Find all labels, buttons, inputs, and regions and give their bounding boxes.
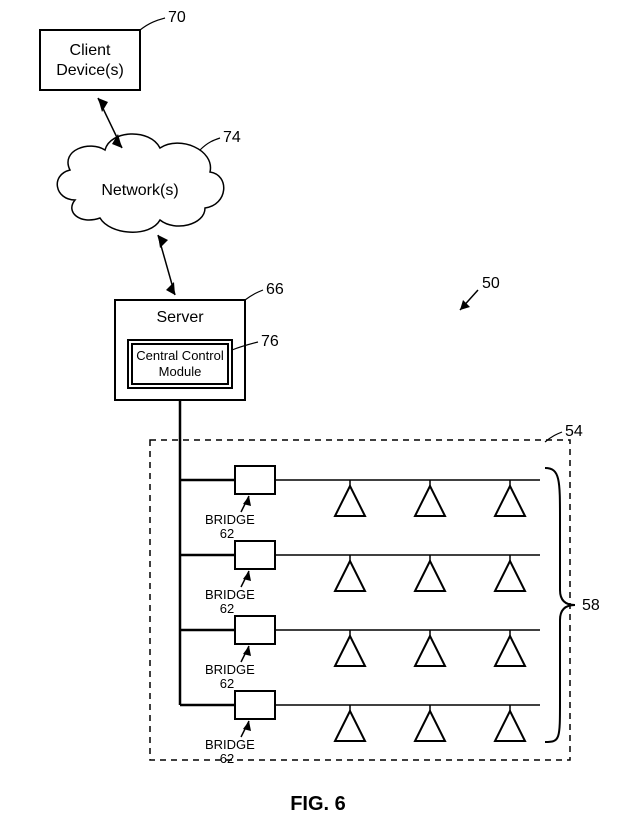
lead-66 (245, 290, 263, 300)
node-triangle-0-2 (495, 486, 525, 516)
node-triangle-2-1 (415, 636, 445, 666)
row-0: BRIDGE62 (180, 466, 540, 541)
network-cloud: Network(s) (57, 134, 223, 232)
module-label-line2: Module (159, 364, 202, 379)
node-triangle-1-2 (495, 561, 525, 591)
lead-70 (140, 18, 165, 30)
client-label-line2: Device(s) (56, 62, 124, 79)
bridge-label-0: BRIDGE (205, 512, 255, 527)
bridge-ref-0: 62 (220, 526, 234, 541)
row-3: BRIDGE62 (180, 691, 540, 766)
node-triangle-3-2 (495, 711, 525, 741)
bridge-box-3 (235, 691, 275, 719)
node-triangle-3-1 (415, 711, 445, 741)
client-label-line1: Client (70, 42, 111, 59)
bridge-ref-2: 62 (220, 676, 234, 691)
arrow-client-network (98, 98, 122, 148)
ref-70: 70 (168, 9, 186, 26)
node-triangle-1-1 (415, 561, 445, 591)
lead-74 (200, 138, 220, 150)
client-box (40, 30, 140, 90)
ref-50-pointer: 50 (460, 275, 500, 310)
node-triangle-2-0 (335, 636, 365, 666)
arrow-network-server (158, 235, 175, 295)
figure-label: FIG. 6 (290, 793, 346, 815)
bridge-box-0 (235, 466, 275, 494)
network-label: Network(s) (101, 182, 178, 199)
bridge-label-3: BRIDGE (205, 737, 255, 752)
node-triangle-2-2 (495, 636, 525, 666)
ref-76: 76 (261, 333, 279, 350)
ref-58: 58 (582, 597, 600, 614)
server-block: Server Central Control Module (115, 300, 245, 400)
rows-group: BRIDGE62BRIDGE62BRIDGE62BRIDGE62 (180, 466, 540, 766)
ref-50: 50 (482, 275, 500, 292)
ref-66: 66 (266, 281, 284, 298)
node-triangle-1-0 (335, 561, 365, 591)
client-device-block: Client Device(s) (40, 30, 140, 90)
patent-figure-diagram: Client Device(s) 70 Network(s) 74 Server… (0, 0, 637, 825)
node-triangle-0-1 (415, 486, 445, 516)
row-2: BRIDGE62 (180, 616, 540, 691)
bridge-box-2 (235, 616, 275, 644)
bridge-label-1: BRIDGE (205, 587, 255, 602)
bridge-label-2: BRIDGE (205, 662, 255, 677)
bridge-ref-3: 62 (220, 751, 234, 766)
ref-74: 74 (223, 129, 241, 146)
node-triangle-3-0 (335, 711, 365, 741)
module-label-line1: Central Control (136, 348, 224, 363)
ref-54: 54 (565, 423, 583, 440)
row-1: BRIDGE62 (180, 541, 540, 616)
node-triangle-0-0 (335, 486, 365, 516)
server-label: Server (156, 309, 204, 326)
bridge-ref-1: 62 (220, 601, 234, 616)
bridge-box-1 (235, 541, 275, 569)
